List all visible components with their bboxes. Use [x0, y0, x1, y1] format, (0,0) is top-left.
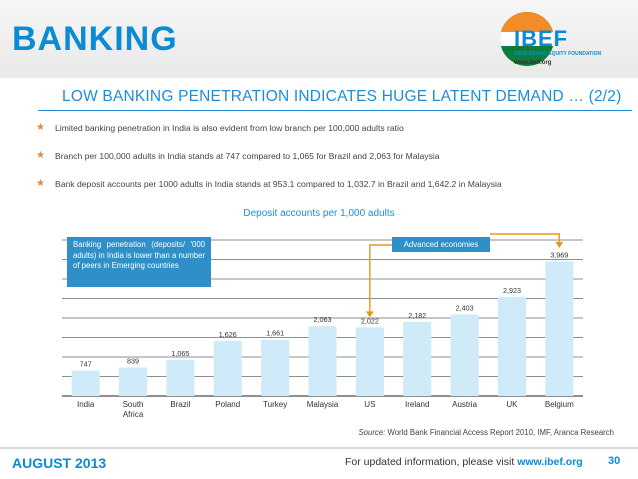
logo-wordmark: IBEF	[514, 26, 569, 51]
bar-india	[71, 370, 100, 396]
bullet-item: ★ Limited banking penetration in India i…	[36, 122, 626, 150]
x-tick-label: UK	[506, 400, 518, 409]
bar-value-label: 2,022	[361, 316, 379, 325]
bullet-list: ★ Limited banking penetration in India i…	[36, 122, 626, 206]
bar-value-label: 2,403	[456, 304, 474, 313]
bullet-text: Limited banking penetration in India is …	[55, 123, 404, 133]
x-tick-label: Poland	[215, 400, 240, 409]
bullet-item: ★ Bank deposit accounts per 1000 adults …	[36, 178, 626, 206]
bullet-item: ★ Branch per 100,000 adults in India sta…	[36, 150, 626, 178]
subtitle-divider	[38, 110, 632, 111]
x-tick-label: Turkey	[263, 400, 287, 409]
x-tick-label: Malaysia	[307, 400, 339, 409]
x-tick-label: Brazil	[170, 400, 190, 409]
arrow-to-us	[369, 244, 392, 314]
slide-subtitle: LOW BANKING PENETRATION INDICATES HUGE L…	[62, 88, 622, 105]
star-bullet-icon: ★	[36, 178, 45, 189]
source-label: Source:	[358, 428, 386, 437]
chart-title: Deposit accounts per 1,000 adults	[243, 208, 395, 219]
bar-value-label: 1,626	[219, 330, 237, 339]
source-text: World Bank Financial Access Report 2010,…	[385, 428, 614, 437]
bullet-text: Branch per 100,000 adults in India stand…	[55, 151, 440, 161]
bar-value-label: 2,182	[408, 311, 426, 320]
callout-emerging: Banking penetration (deposits/ '000 adul…	[67, 237, 211, 287]
x-tick-label: South	[123, 400, 144, 409]
bar-value-label: 2,923	[503, 286, 521, 295]
bar-turkey	[261, 339, 290, 396]
bar-brazil	[166, 359, 195, 396]
x-tick-label: US	[364, 400, 375, 409]
page-number: 30	[608, 455, 621, 467]
bar-malaysia	[308, 326, 337, 396]
footer-link[interactable]: www.ibef.org	[517, 456, 583, 468]
bar-south-africa	[119, 367, 148, 396]
star-bullet-icon: ★	[36, 150, 45, 161]
footer-date: AUGUST 2013	[12, 455, 107, 471]
bar-value-label: 747	[80, 360, 92, 369]
bar-poland	[213, 340, 242, 396]
bar-value-label: 2,063	[314, 315, 332, 324]
arrow-to-belgium	[490, 233, 561, 244]
arrowhead-belgium	[555, 242, 564, 248]
source-note: Source: World Bank Financial Access Repo…	[330, 428, 614, 437]
bar-belgium	[545, 261, 574, 396]
footer-divider	[0, 447, 638, 449]
x-tick-label: Belgium	[545, 400, 574, 409]
footer-info: For updated information, please visit ww…	[345, 456, 583, 468]
page-title: BANKING	[12, 20, 178, 58]
bar-value-label: 3,969	[550, 250, 568, 259]
logo-tagline: INDIA BRAND EQUITY FOUNDATION	[514, 51, 602, 57]
x-tick-label: Ireland	[405, 400, 429, 409]
x-tick-label: Africa	[123, 410, 144, 419]
logo-emblem-icon	[500, 12, 554, 66]
bullet-text: Bank deposit accounts per 1000 adults in…	[55, 179, 502, 189]
bar-ireland	[403, 322, 432, 396]
arrowhead-us	[365, 311, 374, 318]
logo-url[interactable]: www.ibef.org	[514, 60, 552, 66]
ibef-logo[interactable]: IBEF INDIA BRAND EQUITY FOUNDATION www.i…	[500, 10, 620, 72]
footer-info-text: For updated information, please visit	[345, 456, 518, 468]
x-tick-label: India	[77, 400, 95, 409]
bar-us	[355, 327, 384, 396]
x-tick-label: Austria	[452, 400, 477, 409]
bar-value-label: 839	[127, 357, 139, 366]
bar-value-label: 1,661	[266, 329, 284, 338]
star-bullet-icon: ★	[36, 122, 45, 133]
bar-value-label: 1,065	[171, 349, 189, 358]
bar-austria	[450, 314, 479, 396]
bar-uk	[497, 296, 526, 396]
callout-advanced: Advanced economies	[392, 237, 490, 252]
